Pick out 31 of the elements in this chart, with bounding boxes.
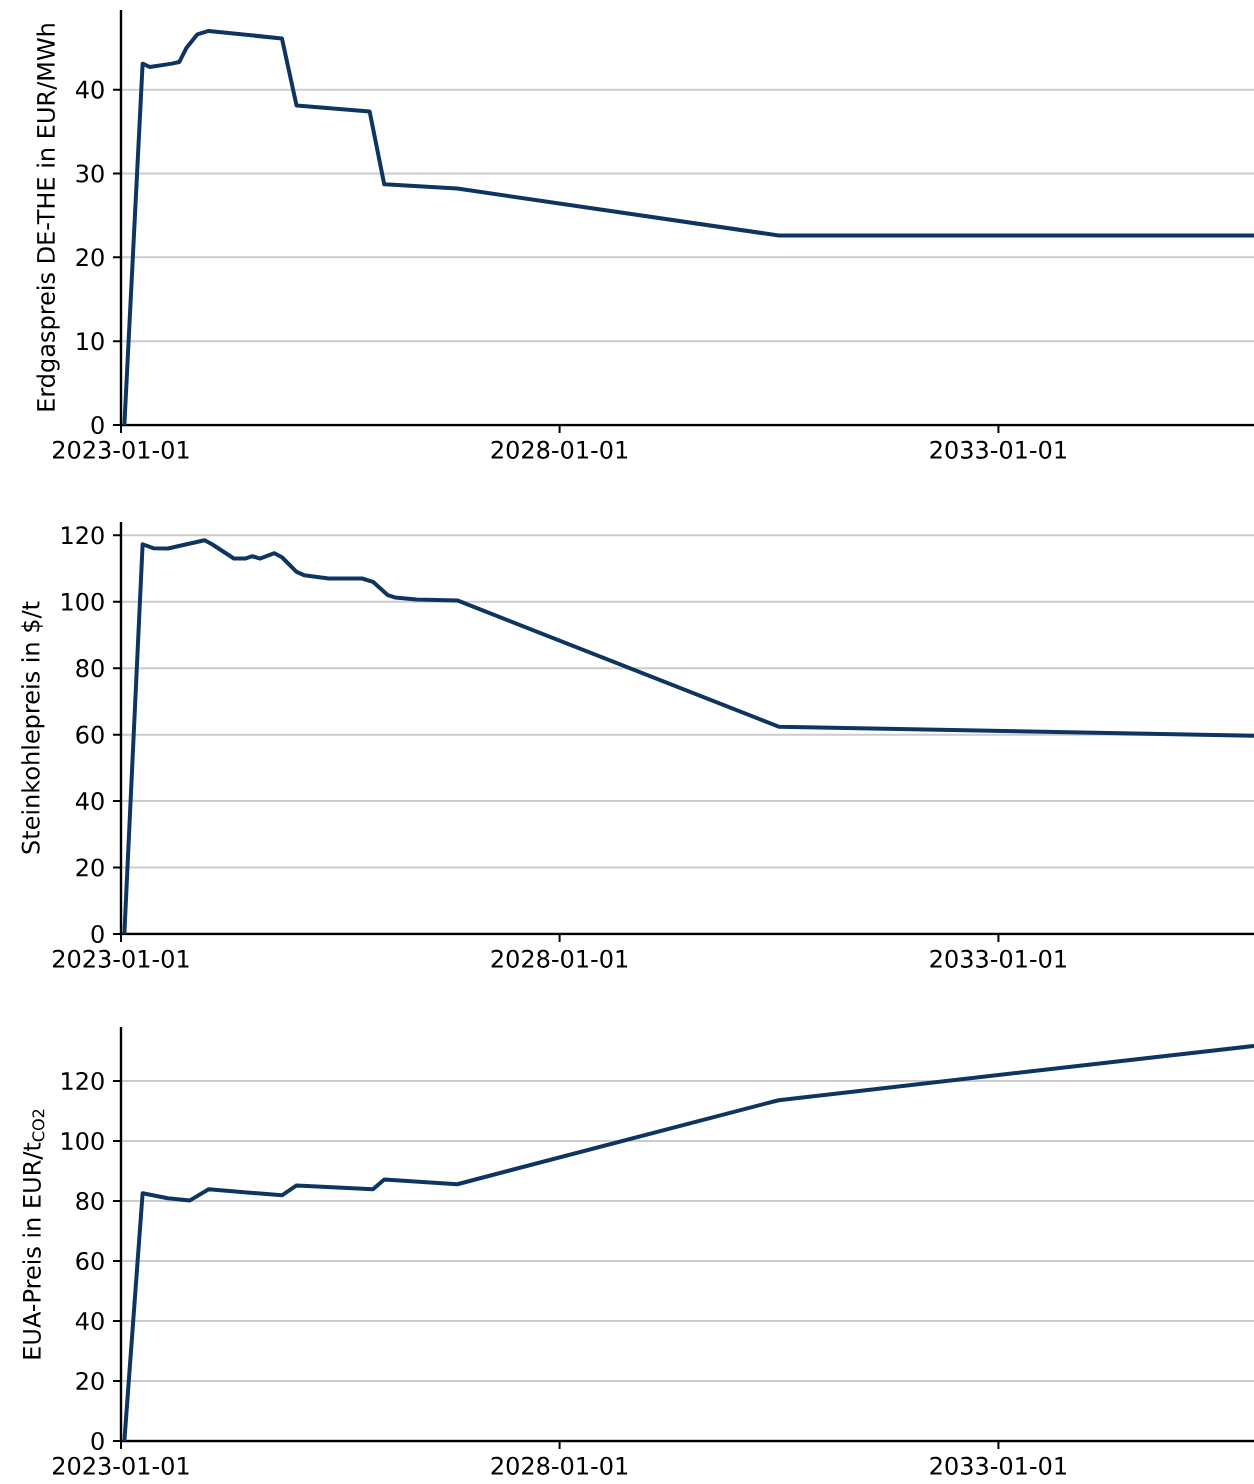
y-tick-label: 120	[62, 1071, 104, 1091]
x-tick-label: 2028-01-01	[491, 1456, 628, 1475]
y-tick-label: 40	[75, 80, 104, 99]
x-tick-label: 2028-01-01	[491, 440, 628, 459]
x-tick-label: 2033-01-01	[930, 1456, 1066, 1475]
y-tick-label: 60	[76, 725, 104, 744]
y-tick-label: 80	[76, 1191, 104, 1211]
y-tick-label: 30	[76, 164, 104, 183]
y-tick-label: 20	[76, 248, 104, 267]
x-tick-label: 2028-01-01	[491, 949, 628, 968]
y-tick-label: 20	[76, 858, 104, 877]
y-tick-label: 100	[62, 1131, 104, 1151]
y-axis-title: Steinkohlepreis in $/t	[21, 601, 45, 854]
x-tick-label: 2033-01-01	[930, 949, 1066, 968]
x-tick-label: 2033-01-01	[930, 440, 1066, 459]
y-tick-label: 20	[76, 1371, 104, 1391]
x-tick-label: 2023-01-01	[53, 440, 189, 459]
y-tick-label: 40	[75, 1311, 104, 1331]
y-tick-label: 120	[62, 526, 104, 545]
y-tick-label: 0	[91, 1431, 104, 1451]
y-tick-label: 10	[77, 332, 104, 351]
y-tick-label: 60	[76, 1251, 104, 1271]
y-tick-label: 80	[76, 659, 104, 678]
x-tick-label: 2023-01-01	[53, 949, 189, 968]
x-tick-label: 2023-01-01	[53, 1456, 189, 1475]
y-axis-title: EUA-Preis in EUR/t$_{CO2}$	[22, 1109, 45, 1359]
y-axis-title: Erdgaspreis DE-THE in EUR/MWh	[36, 24, 60, 411]
y-tick-label: 0	[91, 415, 104, 435]
y-tick-label: 40	[75, 792, 104, 811]
y-tick-label: 100	[62, 592, 104, 611]
y-tick-label: 0	[91, 924, 104, 944]
